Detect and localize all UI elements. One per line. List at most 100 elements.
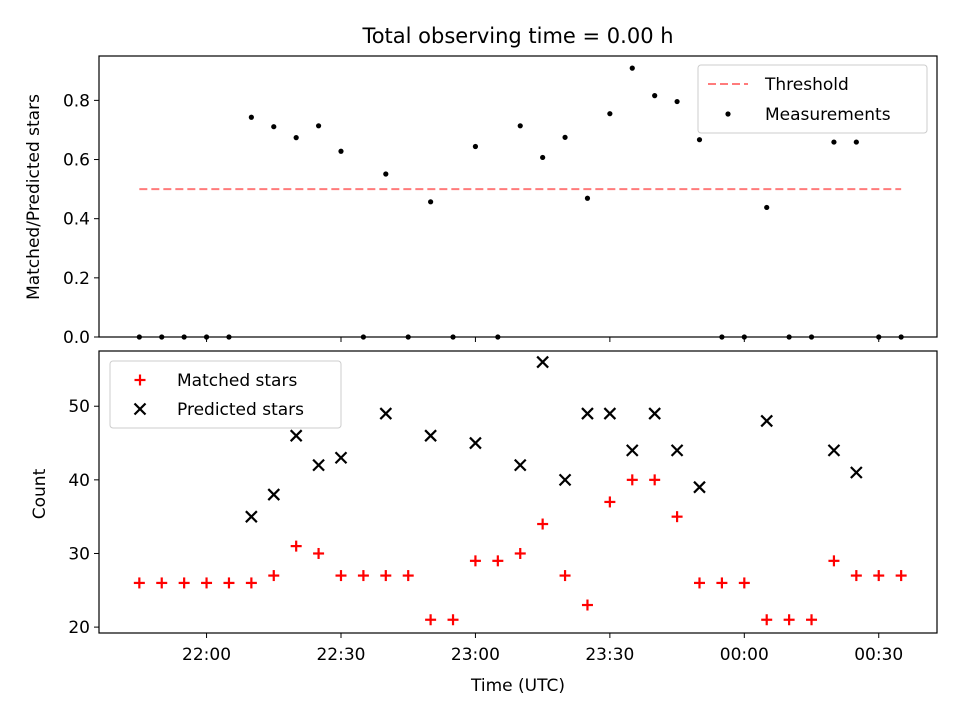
chart-title: Total observing time = 0.00 h	[361, 24, 673, 48]
bottom-x-tick-label: 22:30	[316, 645, 365, 665]
measurement-point	[764, 204, 770, 211]
matched-star-point	[156, 577, 168, 589]
predicted-legend-swatch	[133, 402, 147, 416]
top-y-tick-label: 0.2	[63, 269, 90, 289]
matched-star-point	[133, 577, 145, 589]
matched-star-point	[537, 518, 549, 530]
matched-star-point	[873, 570, 885, 582]
top-legend-box	[697, 64, 928, 134]
measurement-point	[383, 171, 389, 177]
matched-star-point	[469, 555, 481, 567]
matched-stars-series	[133, 474, 907, 626]
bottom-x-axis: 22:00 22:30 23:00 23:30 00:00 00:30	[182, 633, 903, 665]
bottom-y-tick-label: 20	[68, 618, 90, 638]
matched-star-point	[380, 570, 392, 582]
top-y-tick-label: 0.4	[63, 210, 90, 230]
bottom-legend: Matched stars Predicted stars	[109, 360, 342, 429]
top-y-axis: 0.0 0.2 0.4 0.6 0.8	[63, 91, 99, 348]
matched-legend-swatch	[134, 374, 146, 386]
predicted-star-point	[536, 355, 549, 369]
predicted-legend-label: Predicted stars	[177, 400, 304, 420]
measurement-point	[629, 65, 635, 71]
predicted-star-point	[760, 414, 773, 428]
matched-star-point	[649, 474, 661, 486]
matched-star-point	[895, 570, 907, 582]
predicted-star-point	[379, 407, 393, 420]
matched-star-point	[357, 570, 369, 582]
predicted-star-point	[334, 451, 348, 465]
measurement-point	[248, 114, 254, 120]
measurement-point	[315, 123, 322, 129]
matched-star-point	[268, 570, 280, 582]
bottom-x-tick-label: 22:00	[182, 645, 231, 665]
measurements-series	[136, 65, 904, 340]
top-y-axis-label: Matched/Predicted stars	[24, 94, 44, 300]
bottom-y-tick-label: 50	[68, 397, 90, 417]
bottom-plot-frame	[98, 350, 938, 634]
predicted-star-point	[625, 444, 639, 457]
measurement-point	[517, 123, 523, 129]
top-x-axis	[206, 337, 880, 342]
bottom-x-tick-label: 00:00	[720, 645, 769, 665]
matched-star-point	[604, 496, 616, 508]
matched-star-point	[290, 540, 302, 552]
bottom-x-tick-label: 23:30	[585, 645, 634, 665]
matched-star-point	[313, 547, 325, 559]
measurement-point	[428, 199, 434, 205]
matched-legend-label: Matched stars	[177, 371, 297, 391]
predicted-star-point	[581, 407, 594, 420]
bottom-x-axis-label: Time (UTC)	[470, 676, 565, 696]
matched-star-point	[402, 570, 414, 582]
matched-star-point	[178, 577, 190, 589]
predicted-star-point	[693, 480, 706, 494]
matched-star-point	[514, 547, 526, 559]
measurements-legend-swatch	[725, 111, 731, 117]
predicted-star-point	[558, 473, 572, 487]
matched-star-point	[850, 570, 862, 582]
measurement-point	[853, 139, 859, 145]
matched-star-point	[245, 577, 257, 589]
matched-star-point	[492, 555, 504, 567]
matched-star-point	[693, 577, 705, 589]
top-plot-frame	[98, 55, 938, 338]
predicted-legend-marker	[133, 402, 147, 416]
predicted-star-point	[267, 488, 281, 501]
matched-star-point	[223, 577, 235, 589]
bottom-x-tick-label: 00:30	[854, 645, 903, 665]
measurement-point	[562, 134, 568, 140]
bottom-y-tick-label: 40	[68, 471, 90, 491]
matched-star-point	[671, 511, 683, 523]
top-y-tick-label: 0.0	[63, 328, 90, 348]
matched-star-point	[559, 570, 571, 582]
measurement-point	[271, 124, 277, 130]
measurement-point	[293, 135, 299, 141]
matched-star-point	[201, 577, 213, 589]
top-legend: Threshold Measurements	[697, 64, 928, 134]
predicted-star-point	[670, 444, 684, 457]
measurement-point	[831, 139, 837, 145]
predicted-stars-series	[245, 355, 863, 523]
measurement-point	[584, 195, 591, 201]
matched-star-point	[738, 577, 750, 589]
matched-star-point	[447, 614, 459, 626]
matched-star-point	[783, 614, 795, 626]
predicted-star-point	[648, 407, 661, 420]
matched-star-point	[828, 555, 840, 567]
measurement-point	[674, 98, 680, 105]
matched-star-point	[425, 614, 437, 626]
matched-star-point	[716, 577, 728, 589]
measurement-point	[652, 93, 658, 99]
predicted-star-point	[424, 429, 437, 442]
threshold-legend-label: Threshold	[764, 75, 849, 95]
matched-star-point	[335, 570, 347, 582]
predicted-star-point	[827, 444, 841, 457]
bottom-y-tick-label: 30	[68, 544, 90, 564]
bottom-legend-box	[109, 360, 342, 429]
bottom-x-tick-label: 23:00	[451, 645, 500, 665]
measurement-point	[472, 143, 479, 150]
predicted-star-point	[289, 429, 303, 442]
measurement-point	[540, 154, 546, 161]
matched-star-point	[806, 614, 818, 626]
matched-star-point	[626, 474, 638, 486]
